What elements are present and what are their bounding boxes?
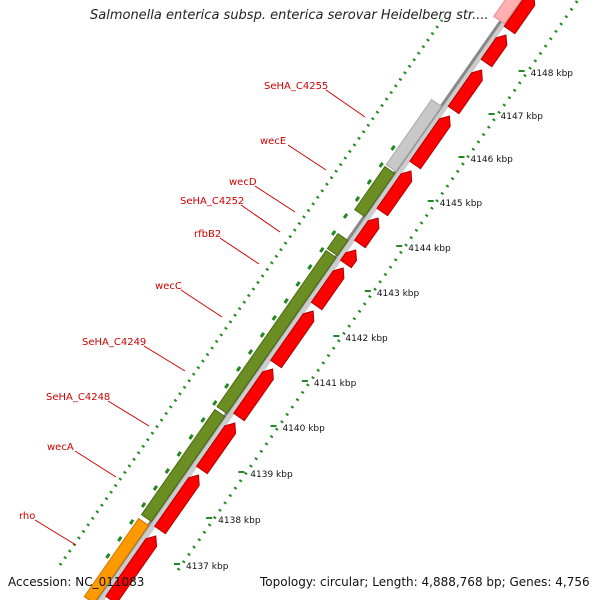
gene-label-wecC[interactable]: wecC (155, 281, 182, 292)
forward-tick-mark (140, 502, 147, 508)
gene-label-wecD[interactable]: wecD (229, 177, 257, 188)
forward-tick-mark (331, 230, 337, 236)
forward-tick-mark (366, 179, 372, 185)
forward-tick-mark (271, 315, 277, 321)
forward-tick-mark (354, 196, 361, 202)
reverse-gene-2[interactable] (480, 34, 508, 68)
forward-tick-mark (176, 451, 182, 457)
gene-label-SeHA_C4252[interactable]: SeHA_C4252 (180, 196, 244, 207)
gene-label-leader (34, 519, 77, 546)
kbp-tick-label: 4147 kbp (501, 112, 544, 122)
reverse-gene-11[interactable] (195, 422, 237, 475)
gene-label-SeHA_C4255[interactable]: SeHA_C4255 (264, 81, 328, 92)
forward-tick-mark (164, 468, 170, 474)
gene-label-SeHA_C4248[interactable]: SeHA_C4248 (46, 392, 110, 403)
forward-tick-mark (212, 400, 218, 406)
forward-tick-mark (128, 519, 135, 525)
gene-label-leader (180, 289, 223, 318)
forward-tick-mark (105, 553, 111, 559)
gene-wecE[interactable] (354, 165, 396, 218)
forward-tick-mark (295, 281, 301, 287)
gene-wecD[interactable] (326, 232, 349, 257)
reverse-gene-faded[interactable] (493, 0, 522, 25)
reverse-gene-8[interactable] (310, 267, 345, 311)
reverse-gene-13[interactable] (105, 535, 158, 600)
gene-SeHA_C4248[interactable] (140, 408, 226, 523)
reverse-gene-3[interactable] (447, 69, 483, 115)
reverse-strand-genes (105, 0, 536, 600)
gene-label-wecE[interactable]: wecE (260, 136, 286, 147)
kbp-tick-label: 4145 kbp (440, 199, 483, 209)
forward-tick-mark (319, 247, 325, 253)
kbp-tick-label: 4138 kbp (218, 516, 261, 526)
inner-tick-dots (176, 0, 580, 571)
forward-tick-mark (283, 298, 289, 304)
kbp-tick-label: 4140 kbp (282, 424, 325, 434)
forward-tick-mark (390, 145, 396, 151)
gene-label-leader (143, 345, 186, 372)
gene-SeHA_C4255[interactable] (385, 98, 443, 173)
reverse-gene-7[interactable] (339, 249, 358, 269)
forward-tick-mark (247, 349, 254, 355)
gene-rho[interactable] (83, 517, 150, 600)
kbp-tick-label: 4148 kbp (531, 69, 574, 79)
reverse-gene-9[interactable] (270, 310, 315, 369)
gene-label-wecA[interactable]: wecA (47, 442, 74, 453)
gene-label-leader (219, 237, 260, 265)
map-title: Salmonella enterica subsp. enterica sero… (90, 8, 489, 23)
reverse-gene-12[interactable] (154, 474, 200, 535)
gene-label-leader (74, 450, 117, 478)
reverse-gene-4[interactable] (409, 115, 451, 170)
forward-strand-ticks (105, 145, 396, 559)
gene-label-leader (254, 185, 296, 213)
gene-label-leader (325, 89, 366, 118)
forward-tick-mark (259, 332, 266, 338)
forward-tick-mark (188, 434, 194, 440)
gene-label-SeHA_C4249[interactable]: SeHA_C4249 (82, 337, 146, 348)
reverse-gene-5[interactable] (376, 170, 413, 217)
forward-tick-mark (235, 366, 242, 372)
gene-wecC[interactable] (216, 249, 337, 415)
reverse-gene-1[interactable] (503, 0, 536, 35)
gene-label-rfbB2[interactable]: rfbB2 (194, 229, 221, 240)
gene-label-leader (287, 144, 327, 171)
genome-summary: Topology: circular; Length: 4,888,768 bp… (260, 575, 590, 589)
kbp-tick-label: 4144 kbp (408, 244, 451, 254)
backbone-shadow (96, 0, 523, 600)
forward-tick-mark (152, 485, 159, 491)
kbp-tick-labels: 4137 kbp 4138 kbp 4139 kbp 4140 kbp 4141 kbp… (174, 69, 573, 572)
forward-tick-mark (342, 213, 349, 219)
gene-label-leader (240, 204, 281, 233)
gene-label-leader (107, 400, 150, 427)
reverse-gene-6[interactable] (353, 217, 380, 249)
kbp-tick-label: 4139 kbp (250, 470, 293, 480)
gene-labels: SeHA_C4255 wecE wecD SeHA_C4252 rfbB2 wecC SeH… (19, 81, 366, 546)
kbp-tick-label: 4141 kbp (314, 379, 357, 389)
kbp-tick-label: 4146 kbp (470, 155, 513, 165)
forward-tick-mark (200, 417, 206, 423)
reverse-gene-10[interactable] (233, 368, 274, 422)
forward-strand-genes (83, 98, 443, 600)
accession-label: Accession: NC_011083 (8, 575, 145, 589)
gene-label-rho[interactable]: rho (19, 511, 35, 522)
forward-tick-mark (307, 264, 313, 270)
forward-tick-mark (117, 536, 123, 542)
forward-tick-mark (378, 162, 384, 168)
kbp-tick-label: 4143 kbp (377, 289, 420, 299)
kbp-tick-label: 4137 kbp (186, 562, 229, 572)
kbp-tick-label: 4142 kbp (345, 334, 388, 344)
forward-tick-mark (224, 383, 230, 389)
